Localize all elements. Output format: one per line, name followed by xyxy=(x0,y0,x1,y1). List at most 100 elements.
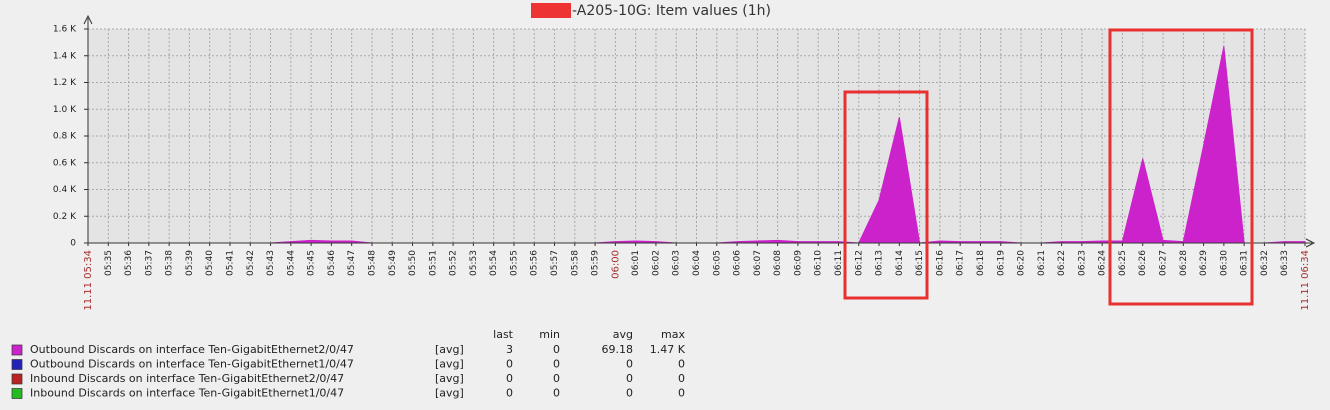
x-tick-label: 06:25 xyxy=(1118,250,1128,276)
legend-swatch xyxy=(11,344,23,356)
x-tick-label: 06:12 xyxy=(854,250,864,276)
legend-stat: 3 xyxy=(506,343,513,356)
legend-label: Inbound Discards on interface Ten-Gigabi… xyxy=(30,387,344,400)
legend-swatch xyxy=(11,359,23,370)
legend-stat: 1.47 K xyxy=(650,343,686,356)
x-tick-label: 05:53 xyxy=(469,250,479,276)
legend-func: [avg] xyxy=(435,372,464,385)
legend-stat: 0 xyxy=(626,372,633,385)
y-tick-label: 1.6 K xyxy=(53,25,77,35)
legend-func: [avg] xyxy=(435,343,464,356)
x-tick-label: 06:08 xyxy=(773,250,783,276)
y-axis-arrow xyxy=(83,14,93,25)
x-tick-label: 05:47 xyxy=(347,250,357,276)
x-tick-label: 05:41 xyxy=(225,250,235,276)
highlight-box xyxy=(1108,28,1254,306)
x-tick-label: 06:15 xyxy=(915,250,925,276)
legend-header: last xyxy=(493,328,514,341)
legend-stat: 0 xyxy=(626,358,633,371)
y-tick-label: 0.8 K xyxy=(53,132,77,142)
x-tick-label: 05:54 xyxy=(489,250,499,276)
x-tick-label: 06:01 xyxy=(631,250,641,276)
legend-header: avg xyxy=(613,328,633,341)
x-tick-label: 05:46 xyxy=(327,250,337,276)
x-tick-label: 06:21 xyxy=(1037,250,1047,276)
x-tick-label: 05:40 xyxy=(205,250,215,276)
x-tick-label: 06:07 xyxy=(753,250,763,276)
x-tick-label: 06:17 xyxy=(956,250,966,276)
x-tick-label: 05:58 xyxy=(570,250,580,276)
x-tick-label: 06:11 xyxy=(834,250,844,276)
legend-func: [avg] xyxy=(435,358,464,371)
x-tick-label: 06:31 xyxy=(1240,250,1250,276)
y-tick-label: 1.4 K xyxy=(53,51,77,61)
x-tick-label: 05:56 xyxy=(530,250,540,276)
legend-stat: 0 xyxy=(678,358,685,371)
legend-stat: 0 xyxy=(678,372,685,385)
x-tick-label: 05:43 xyxy=(266,250,276,276)
legend-stat: 0 xyxy=(553,343,560,356)
y-tick-label: 0 xyxy=(70,239,76,249)
redaction xyxy=(531,3,571,18)
x-tick-label: 05:36 xyxy=(124,250,134,276)
x-tick-label: 06:03 xyxy=(672,250,682,276)
highlight-box xyxy=(843,90,929,300)
x-tick-label: 06:28 xyxy=(1179,250,1189,276)
legend-stat: 0 xyxy=(506,387,513,400)
x-tick-label: 05:49 xyxy=(388,250,398,276)
x-tick-label: 06:05 xyxy=(712,250,722,276)
legend-header: min xyxy=(539,328,560,341)
x-tick-label: 11.11 06:34 xyxy=(1300,250,1311,311)
x-tick-label: 06:30 xyxy=(1219,250,1229,276)
legend-swatch xyxy=(11,388,23,399)
legend-swatch xyxy=(11,373,23,385)
x-axis-arrow xyxy=(1305,238,1316,248)
x-tick-label: 05:55 xyxy=(509,250,519,276)
x-tick-label: 06:09 xyxy=(793,250,803,276)
x-tick-label: 06:16 xyxy=(935,250,945,276)
legend-stat: 0 xyxy=(553,372,560,385)
x-tick-label: 05:50 xyxy=(408,250,418,276)
x-tick-label: 05:39 xyxy=(185,250,195,276)
x-tick-label: 06:14 xyxy=(895,250,905,276)
legend-stat: 69.18 xyxy=(602,343,634,356)
x-tick-label: 05:59 xyxy=(591,250,601,276)
x-tick-label: 06:22 xyxy=(1057,250,1067,276)
x-tick-label: 05:57 xyxy=(550,250,560,276)
x-tick-label: 06:27 xyxy=(1159,250,1169,276)
legend-stat: 0 xyxy=(553,387,560,400)
legend-header: max xyxy=(661,328,685,341)
x-tick-label: 06:02 xyxy=(651,250,661,276)
x-tick-label: 06:19 xyxy=(996,250,1006,276)
legend-stat: 0 xyxy=(626,387,633,400)
x-tick-label: 06:18 xyxy=(976,250,986,276)
x-tick-label: 11.11 05:34 xyxy=(83,250,94,311)
legend-func: [avg] xyxy=(435,387,464,400)
x-tick-label: 06:33 xyxy=(1280,250,1290,276)
x-tick-label: 06:04 xyxy=(692,250,702,276)
y-tick-label: 1.0 K xyxy=(53,105,77,115)
x-tick-label: 06:10 xyxy=(814,250,824,276)
chart-title: -A205-10G: Item values (1h) xyxy=(572,3,771,19)
x-tick-label: 05:45 xyxy=(307,250,317,276)
x-tick-label: 05:35 xyxy=(104,250,114,276)
x-tick-label: 06:20 xyxy=(1017,250,1027,276)
x-tick-label: 05:42 xyxy=(246,250,256,276)
x-tick-label: 06:24 xyxy=(1098,250,1108,276)
x-tick-label: 05:48 xyxy=(367,250,377,276)
x-tick-label: 05:44 xyxy=(286,250,296,276)
legend-label: Outbound Discards on interface Ten-Gigab… xyxy=(30,358,354,371)
y-tick-label: 0.2 K xyxy=(53,212,77,222)
y-tick-label: 0.6 K xyxy=(53,158,77,168)
x-tick-label: 06:23 xyxy=(1077,250,1087,276)
x-tick-label: 05:52 xyxy=(449,250,459,276)
x-tick-label: 06:32 xyxy=(1260,250,1270,276)
x-tick-label: 06:06 xyxy=(733,250,743,276)
y-tick-label: 0.4 K xyxy=(53,185,77,195)
x-tick-label: 05:37 xyxy=(144,250,154,276)
legend-stat: 0 xyxy=(678,387,685,400)
legend-label: Outbound Discards on interface Ten-Gigab… xyxy=(30,343,354,356)
y-tick-label: 1.2 K xyxy=(53,78,77,88)
x-tick-label: 05:38 xyxy=(165,250,175,276)
